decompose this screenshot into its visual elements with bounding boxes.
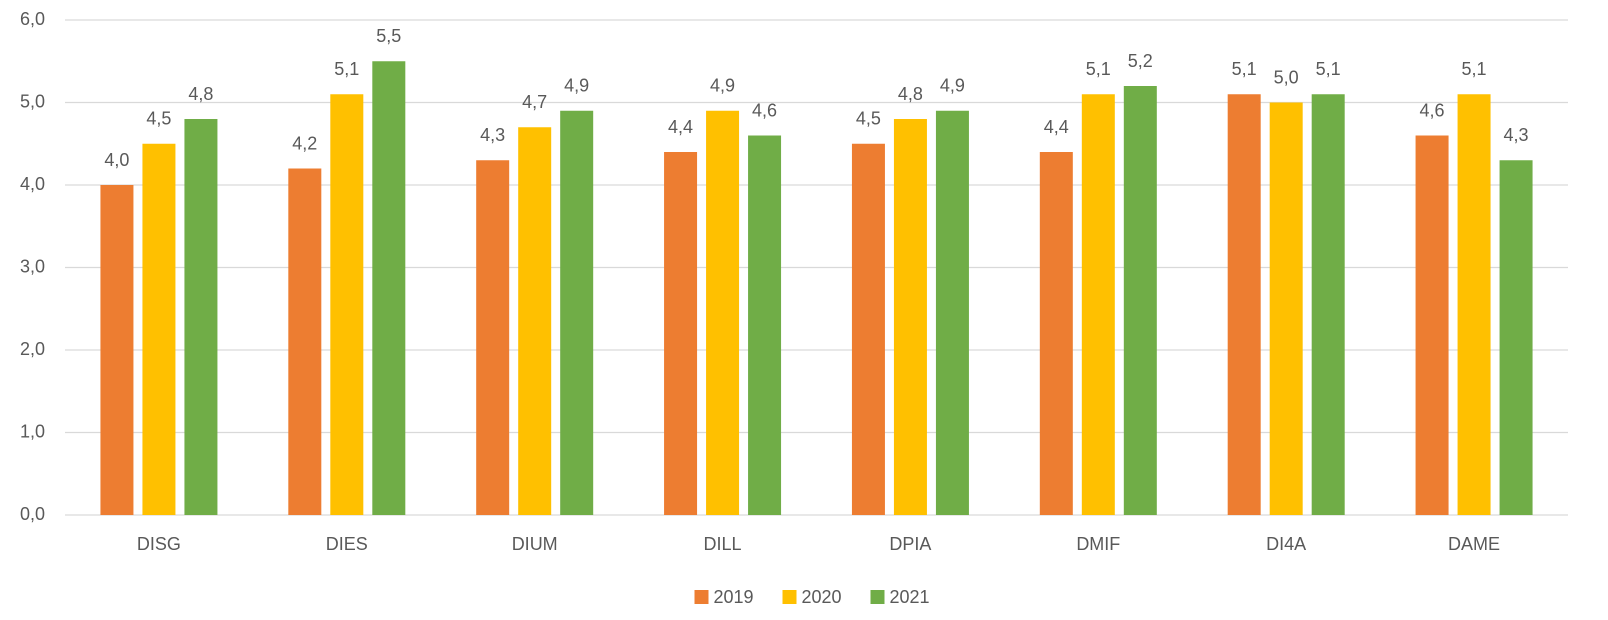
- bar: [560, 110, 594, 515]
- bar: [1311, 94, 1345, 515]
- bar: [330, 94, 364, 515]
- x-tick-label: DI4A: [1266, 534, 1306, 554]
- data-label: 5,1: [1316, 59, 1341, 79]
- x-tick-label: DIES: [326, 534, 368, 554]
- data-label: 4,9: [564, 76, 589, 96]
- data-label: 5,0: [1274, 67, 1299, 87]
- data-label: 4,4: [668, 117, 693, 137]
- bar: [706, 110, 740, 515]
- data-label: 4,3: [480, 125, 505, 145]
- bar: [1081, 94, 1115, 515]
- y-tick-label: 1,0: [20, 421, 45, 441]
- bar: [893, 119, 927, 515]
- bar: [1499, 160, 1533, 515]
- data-label: 4,7: [522, 92, 547, 112]
- data-label: 5,1: [1086, 59, 1111, 79]
- bar: [1039, 152, 1073, 515]
- legend-swatch: [870, 590, 885, 604]
- data-label: 5,1: [1232, 59, 1257, 79]
- bar: [288, 168, 322, 515]
- bar: [476, 160, 510, 515]
- bar: [518, 127, 552, 515]
- data-label: 5,1: [334, 59, 359, 79]
- bar: [935, 110, 969, 515]
- bar: [1227, 94, 1261, 515]
- x-tick-label: DMIF: [1076, 534, 1120, 554]
- legend-swatch: [782, 590, 797, 604]
- data-label: 4,4: [1044, 117, 1069, 137]
- bar: [142, 143, 176, 515]
- bar: [1123, 86, 1157, 515]
- y-tick-label: 2,0: [20, 339, 45, 359]
- data-label: 4,9: [940, 76, 965, 96]
- y-tick-label: 6,0: [20, 9, 45, 29]
- bar: [372, 61, 406, 515]
- data-label: 4,5: [146, 109, 171, 129]
- x-tick-label: DISG: [137, 534, 181, 554]
- bar: [748, 135, 782, 515]
- data-label: 5,1: [1462, 59, 1487, 79]
- legend-label: 2020: [802, 587, 842, 607]
- data-label: 5,5: [376, 26, 401, 46]
- x-tick-label: DILL: [704, 534, 742, 554]
- y-tick-label: 4,0: [20, 174, 45, 194]
- bar: [184, 119, 218, 515]
- data-label: 4,2: [292, 133, 317, 153]
- y-tick-label: 0,0: [20, 504, 45, 524]
- data-label: 4,5: [856, 109, 881, 129]
- data-label: 4,8: [898, 84, 923, 104]
- bar: [100, 185, 134, 515]
- legend-label: 2021: [890, 587, 930, 607]
- data-label: 4,6: [1420, 100, 1445, 120]
- y-tick-label: 5,0: [20, 91, 45, 111]
- bar: [851, 143, 885, 515]
- bar: [1415, 135, 1449, 515]
- data-label: 4,6: [752, 100, 777, 120]
- legend-swatch: [694, 590, 709, 604]
- x-tick-label: DAME: [1448, 534, 1500, 554]
- x-tick-label: DIUM: [512, 534, 558, 554]
- x-tick-label: DPIA: [889, 534, 931, 554]
- data-label: 4,8: [188, 84, 213, 104]
- y-tick-label: 3,0: [20, 256, 45, 276]
- bar: [1457, 94, 1491, 515]
- data-label: 5,2: [1128, 51, 1153, 71]
- bar: [1269, 102, 1303, 515]
- data-label: 4,0: [104, 150, 129, 170]
- data-label: 4,9: [710, 76, 735, 96]
- data-label: 4,3: [1504, 125, 1529, 145]
- legend-label: 2019: [714, 587, 754, 607]
- bar: [664, 152, 698, 515]
